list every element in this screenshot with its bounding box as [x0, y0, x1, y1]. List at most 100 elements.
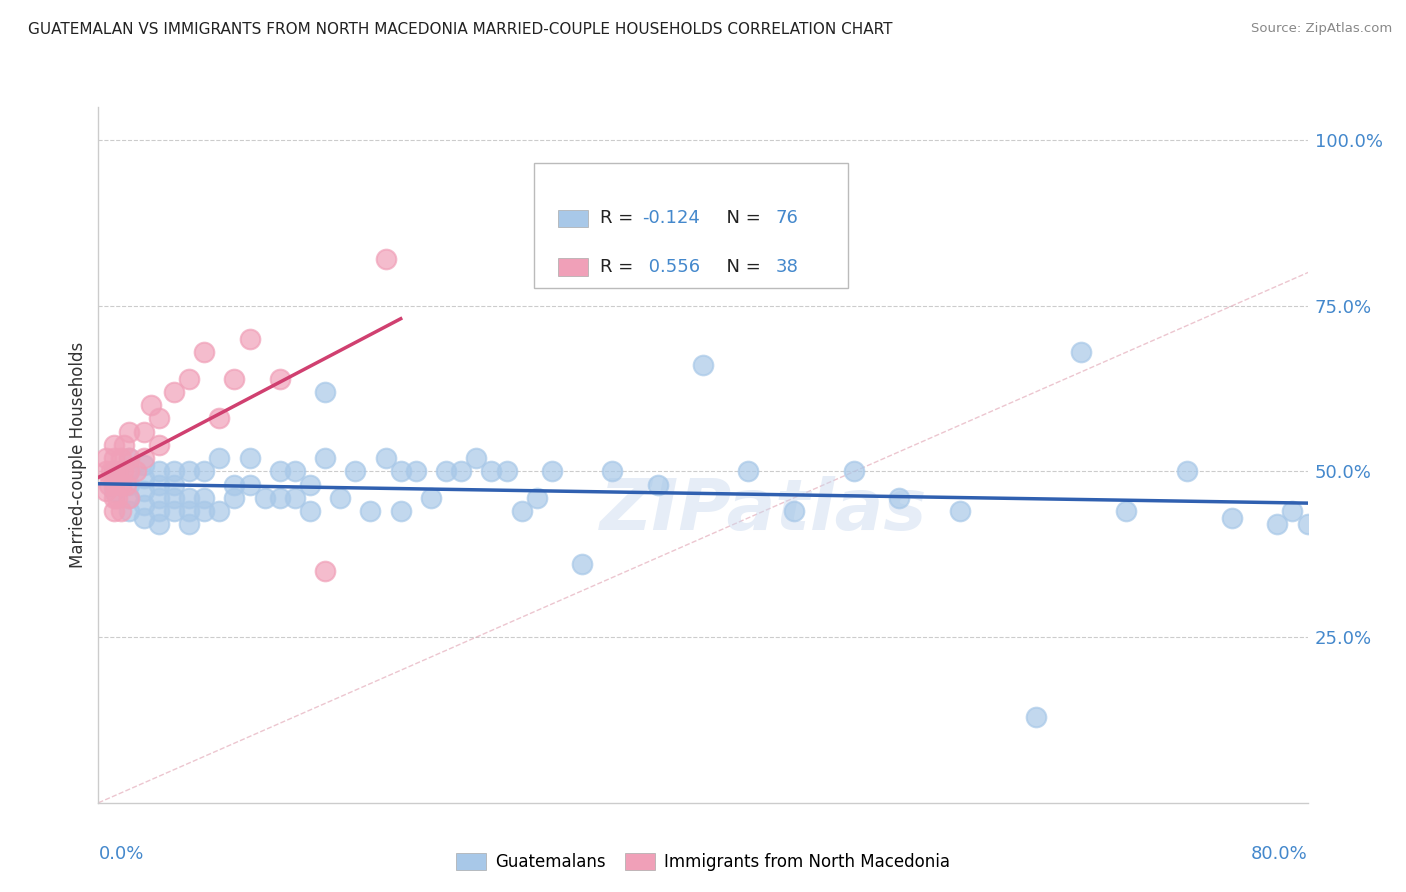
Text: R =: R =: [600, 210, 640, 227]
Legend: Guatemalans, Immigrants from North Macedonia: Guatemalans, Immigrants from North Maced…: [449, 845, 957, 880]
Point: [1296, 517, 1319, 532]
Text: N =: N =: [716, 258, 766, 276]
Point: [103, 484, 125, 499]
Point: [163, 384, 186, 399]
Point: [692, 359, 714, 373]
Point: [1024, 709, 1046, 723]
Point: [163, 491, 186, 505]
Point: [314, 384, 336, 399]
Point: [571, 558, 593, 572]
Point: [177, 465, 201, 479]
Point: [374, 252, 396, 267]
Point: [510, 504, 533, 518]
Point: [163, 465, 186, 479]
Point: [1265, 517, 1288, 532]
Text: -0.124: -0.124: [643, 210, 700, 227]
Point: [360, 504, 382, 518]
Point: [132, 458, 155, 472]
FancyBboxPatch shape: [558, 210, 588, 227]
Text: 76: 76: [776, 210, 799, 227]
Point: [98, 477, 121, 491]
Point: [269, 465, 291, 479]
Point: [844, 465, 866, 479]
Point: [208, 451, 231, 466]
Point: [100, 465, 122, 479]
Point: [239, 451, 262, 466]
Point: [118, 491, 141, 505]
FancyBboxPatch shape: [534, 162, 848, 288]
Point: [949, 504, 972, 518]
Point: [889, 491, 911, 505]
Point: [284, 491, 307, 505]
Point: [148, 477, 170, 491]
Point: [148, 465, 170, 479]
Point: [103, 451, 125, 466]
Point: [132, 484, 155, 499]
Point: [94, 484, 117, 499]
Point: [132, 425, 155, 439]
Point: [450, 465, 472, 479]
Point: [253, 491, 276, 505]
Point: [112, 438, 135, 452]
Point: [1070, 345, 1092, 359]
Point: [118, 491, 141, 505]
Point: [118, 504, 141, 518]
Point: [118, 425, 141, 439]
Text: R =: R =: [600, 258, 640, 276]
Point: [103, 504, 125, 518]
Point: [103, 438, 125, 452]
Point: [1220, 511, 1243, 525]
Point: [118, 477, 141, 491]
Point: [148, 411, 170, 425]
Point: [110, 504, 132, 518]
Point: [118, 465, 141, 479]
Point: [177, 372, 201, 386]
Point: [94, 465, 117, 479]
Point: [177, 517, 201, 532]
Point: [299, 477, 322, 491]
Point: [481, 465, 503, 479]
Point: [118, 451, 141, 466]
Point: [148, 438, 170, 452]
FancyBboxPatch shape: [558, 259, 588, 276]
Point: [103, 477, 125, 491]
Point: [110, 477, 132, 491]
Point: [434, 465, 457, 479]
Point: [110, 451, 132, 466]
Point: [314, 451, 336, 466]
Point: [177, 504, 201, 518]
Point: [314, 564, 336, 578]
Point: [389, 465, 412, 479]
Point: [105, 465, 128, 479]
Point: [602, 465, 624, 479]
Point: [177, 491, 201, 505]
Point: [132, 451, 155, 466]
Point: [465, 451, 488, 466]
Y-axis label: Married-couple Households: Married-couple Households: [69, 342, 87, 568]
Point: [208, 504, 231, 518]
Text: N =: N =: [716, 210, 766, 227]
Point: [105, 491, 128, 505]
Point: [329, 491, 352, 505]
Point: [299, 504, 322, 518]
Point: [94, 451, 117, 466]
Point: [540, 465, 562, 479]
Point: [148, 491, 170, 505]
Point: [526, 491, 548, 505]
Point: [1281, 504, 1303, 518]
Point: [224, 491, 246, 505]
Point: [193, 345, 215, 359]
Point: [103, 491, 125, 505]
Point: [737, 465, 759, 479]
Point: [132, 511, 155, 525]
Point: [224, 372, 246, 386]
Point: [132, 498, 155, 512]
Point: [224, 477, 246, 491]
Point: [163, 477, 186, 491]
Point: [148, 517, 170, 532]
Text: 0.556: 0.556: [643, 258, 700, 276]
Point: [389, 504, 412, 518]
Point: [125, 465, 148, 479]
Point: [208, 411, 231, 425]
Point: [782, 504, 804, 518]
